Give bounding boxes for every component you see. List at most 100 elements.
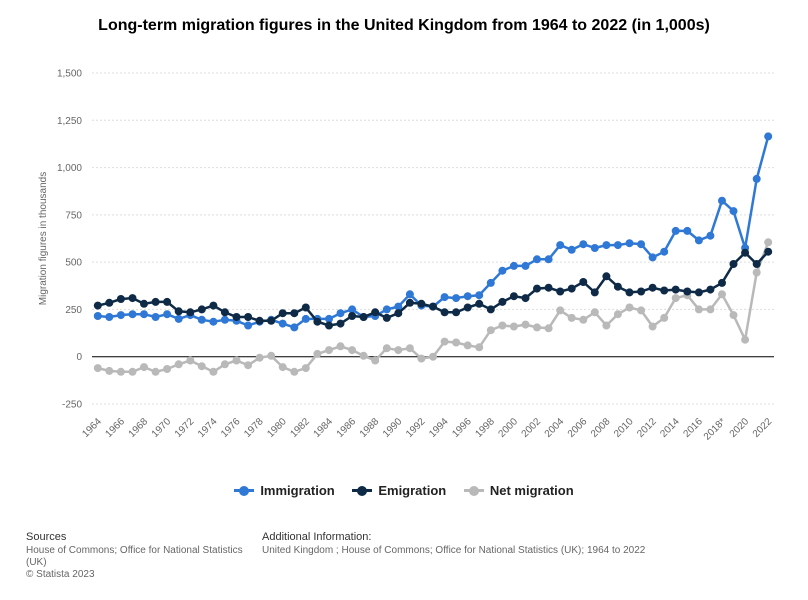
data-point-emigration — [613, 282, 622, 291]
data-point-immigration — [209, 317, 218, 326]
data-point-immigration — [764, 132, 773, 141]
data-point-emigration — [267, 316, 276, 325]
x-tick-label: 2012 — [635, 416, 659, 440]
x-tick-label: 1980 — [265, 416, 289, 440]
data-point-emigration — [151, 297, 160, 306]
data-point-immigration — [648, 253, 657, 262]
data-point-emigration — [486, 305, 495, 314]
y-axis-title: Migration figures in thousands — [38, 172, 49, 305]
legend: Immigration Emigration Net migration — [0, 480, 808, 498]
legend-item-net-migration[interactable]: Net migration — [463, 483, 574, 498]
data-point-emigration — [93, 301, 102, 310]
data-point-immigration — [660, 247, 669, 256]
x-tick-label: 1998 — [473, 416, 497, 440]
data-point-net-migration — [394, 346, 403, 355]
data-point-immigration — [752, 174, 761, 183]
data-point-emigration — [313, 317, 322, 326]
data-point-net-migration — [440, 337, 449, 346]
data-point-immigration — [683, 226, 692, 235]
data-point-net-migration — [232, 356, 241, 365]
data-point-emigration — [325, 321, 333, 330]
x-tick-label: 2010 — [612, 416, 636, 440]
data-point-immigration — [706, 231, 715, 240]
x-tick-label: 1968 — [127, 416, 151, 440]
data-point-net-migration — [209, 367, 218, 376]
y-tick-label: 500 — [65, 258, 82, 269]
data-point-net-migration — [533, 323, 541, 332]
data-point-immigration — [694, 236, 703, 245]
x-tick-label: 2002 — [520, 416, 544, 440]
data-point-emigration — [440, 308, 449, 317]
data-point-net-migration — [718, 290, 726, 299]
data-point-immigration — [567, 245, 576, 254]
x-tick-label: 2020 — [728, 416, 752, 440]
data-point-net-migration — [359, 351, 368, 360]
x-tick-label: 2006 — [566, 416, 590, 440]
data-point-emigration — [579, 278, 588, 286]
data-point-emigration — [452, 308, 461, 317]
data-point-emigration — [232, 313, 241, 321]
data-point-emigration — [741, 248, 750, 257]
data-point-net-migration — [671, 294, 680, 303]
data-point-immigration — [116, 311, 125, 320]
data-point-emigration — [660, 286, 669, 295]
data-point-immigration — [475, 291, 484, 300]
data-point-net-migration — [128, 367, 137, 376]
data-point-emigration — [544, 283, 553, 292]
data-point-immigration — [93, 312, 102, 320]
data-point-net-migration — [93, 364, 102, 373]
legend-item-immigration[interactable]: Immigration — [234, 483, 335, 498]
x-tick-label: 2008 — [589, 416, 613, 440]
data-point-emigration — [509, 292, 518, 301]
data-point-emigration — [290, 309, 299, 318]
data-point-emigration — [429, 302, 437, 311]
data-point-net-migration — [348, 346, 357, 355]
data-point-immigration — [301, 314, 310, 323]
legend-swatch-immigration — [234, 485, 255, 496]
y-tick-label: -250 — [62, 400, 82, 411]
series-line-immigration — [97, 136, 770, 329]
data-point-immigration — [140, 310, 148, 319]
data-point-net-migration — [429, 352, 437, 361]
data-point-emigration — [163, 297, 172, 306]
data-point-emigration — [706, 285, 715, 294]
x-tick-label: 1964 — [80, 416, 104, 440]
data-point-net-migration — [660, 313, 669, 322]
data-point-immigration — [440, 293, 449, 302]
x-tick-label: 1984 — [312, 416, 336, 440]
x-tick-label: 1986 — [335, 416, 359, 440]
data-point-net-migration — [509, 322, 518, 331]
data-point-emigration — [348, 312, 357, 320]
y-tick-label: 1,000 — [57, 163, 82, 174]
data-point-net-migration — [486, 326, 495, 335]
data-point-emigration — [625, 288, 634, 297]
data-point-emigration — [394, 309, 403, 318]
legend-item-emigration[interactable]: Emigration — [352, 483, 446, 498]
data-point-emigration — [729, 260, 738, 268]
data-point-emigration — [521, 294, 530, 303]
data-point-net-migration — [186, 356, 195, 365]
x-tick-label: 1974 — [196, 416, 220, 440]
data-point-emigration — [648, 283, 657, 292]
data-point-net-migration — [613, 310, 622, 319]
data-point-net-migration — [278, 363, 287, 372]
data-point-immigration — [174, 314, 183, 323]
x-tick-label: 1988 — [358, 416, 382, 440]
data-point-emigration — [405, 298, 414, 307]
data-point-net-migration — [521, 320, 530, 329]
data-point-immigration — [498, 266, 507, 275]
data-point-emigration — [244, 313, 253, 321]
data-point-emigration — [637, 287, 646, 296]
data-point-emigration — [718, 278, 726, 287]
data-point-immigration — [151, 313, 160, 321]
data-point-net-migration — [625, 303, 634, 312]
x-tick-label: 1972 — [173, 416, 197, 440]
x-tick-label: 2000 — [497, 416, 521, 440]
data-point-net-migration — [405, 344, 414, 353]
data-point-net-migration — [313, 349, 322, 358]
data-point-immigration — [244, 321, 253, 330]
data-point-net-migration — [267, 351, 276, 360]
legend-label-emigration: Emigration — [378, 483, 447, 498]
data-point-emigration — [683, 287, 692, 296]
x-tick-label: 2018* — [702, 416, 728, 442]
